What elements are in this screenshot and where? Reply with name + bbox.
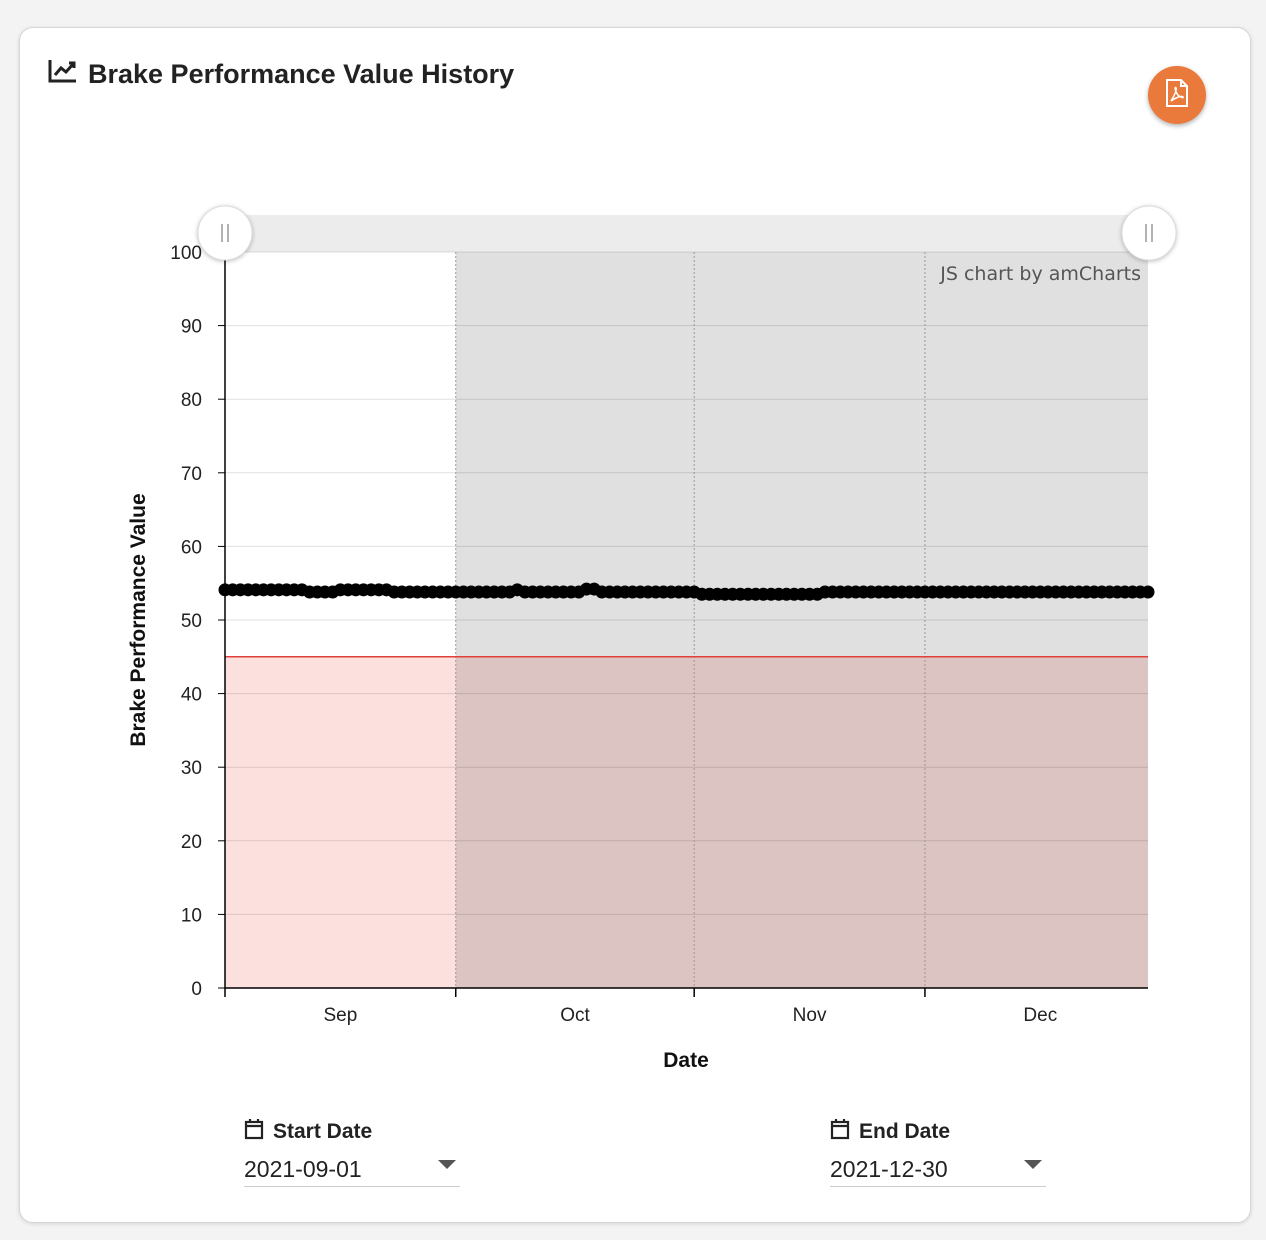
- y-tick-label: 40: [181, 685, 202, 706]
- x-tick-label: Nov: [793, 1005, 827, 1026]
- amcharts-credit: JS chart by amCharts: [939, 263, 1141, 285]
- y-tick-label: 100: [170, 243, 202, 264]
- chevron-down-icon: [1024, 1159, 1042, 1169]
- y-tick-label: 80: [181, 390, 202, 411]
- start-date-filter: Start Date 2021-09-01: [244, 1118, 460, 1187]
- pdf-file-icon: [1164, 78, 1190, 113]
- end-date-select[interactable]: 2021-12-30: [830, 1152, 1046, 1187]
- start-date-value: 2021-09-01: [244, 1155, 362, 1182]
- y-tick-label: 90: [181, 317, 202, 338]
- x-tick-label: Sep: [323, 1005, 357, 1026]
- y-tick-label: 60: [181, 537, 202, 558]
- threshold-fill: [225, 656, 1148, 988]
- grip-icon: [221, 224, 229, 242]
- x-tick-label: Dec: [1023, 1005, 1057, 1026]
- x-tick-label: Oct: [560, 1005, 590, 1026]
- calendar-icon: [244, 1118, 264, 1146]
- scrollbar-start-handle[interactable]: [197, 205, 253, 261]
- scrollbar-track: [225, 215, 1148, 252]
- end-date-value: 2021-12-30: [830, 1155, 948, 1182]
- y-tick-label: 50: [181, 611, 202, 632]
- y-axis-title: Brake Performance Value: [127, 493, 150, 746]
- calendar-icon: [830, 1118, 850, 1146]
- card-title: Brake Performance Value History: [48, 58, 514, 91]
- scrollbar-end-handle[interactable]: [1121, 205, 1177, 261]
- export-pdf-button[interactable]: [1148, 66, 1206, 124]
- line-chart-icon: [48, 58, 78, 91]
- y-tick-label: 30: [181, 758, 202, 779]
- data-point: [1141, 585, 1155, 599]
- x-axis-title: Date: [663, 1049, 709, 1072]
- grip-icon: [1145, 224, 1153, 242]
- y-tick-label: 10: [181, 905, 202, 926]
- start-date-label: Start Date: [273, 1120, 373, 1143]
- y-tick-label: 20: [181, 832, 202, 853]
- chevron-down-icon: [438, 1159, 456, 1169]
- end-date-filter: End Date 2021-12-30: [830, 1118, 1046, 1187]
- y-tick-label: 0: [191, 979, 202, 1000]
- chart-title: Brake Performance Value History: [88, 59, 515, 89]
- end-date-label: End Date: [859, 1120, 951, 1143]
- start-date-select[interactable]: 2021-09-01: [244, 1152, 460, 1187]
- y-tick-label: 70: [181, 464, 202, 485]
